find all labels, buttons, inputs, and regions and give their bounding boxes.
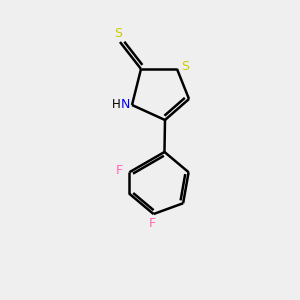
Text: F: F xyxy=(148,217,156,230)
Text: S: S xyxy=(182,59,189,73)
Text: F: F xyxy=(116,164,123,177)
Text: N: N xyxy=(121,98,130,112)
Text: H: H xyxy=(112,98,121,112)
Text: S: S xyxy=(115,27,122,40)
